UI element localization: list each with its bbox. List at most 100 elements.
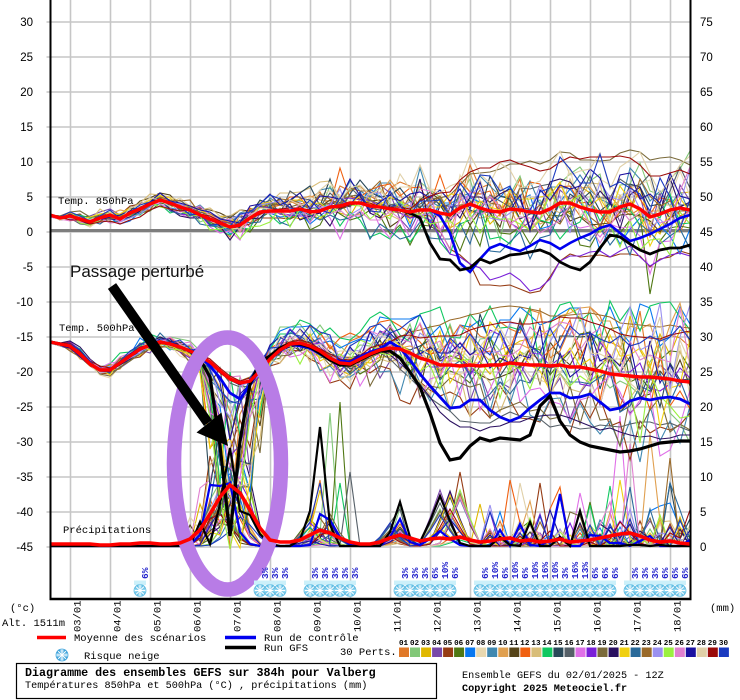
svg-text:-5: -5 [23,262,33,274]
svg-text:3%: 3% [340,567,351,579]
svg-text:40: 40 [700,262,713,274]
svg-text:16%: 16% [540,562,551,579]
svg-text:75: 75 [700,17,713,29]
svg-text:30: 30 [719,640,729,648]
svg-text:16/01: 16/01 [593,600,605,632]
svg-text:10%: 10% [550,562,561,579]
svg-text:5: 5 [700,507,706,519]
svg-text:07: 07 [465,640,475,648]
svg-text:3%: 3% [270,567,281,579]
svg-text:6%: 6% [670,567,681,579]
svg-text:11/01: 11/01 [393,600,405,632]
svg-text:03/01: 03/01 [73,600,85,632]
svg-text:Ensemble GEFS du 02/01/2025 -: Ensemble GEFS du 02/01/2025 - 12Z [462,670,664,682]
svg-text:24: 24 [653,640,663,648]
svg-text:21: 21 [620,640,630,648]
svg-text:04/01: 04/01 [113,600,125,632]
svg-text:6%: 6% [520,567,531,579]
svg-text:28: 28 [697,640,707,648]
svg-text:70: 70 [700,52,713,64]
svg-text:-15: -15 [16,332,33,344]
svg-text:35: 35 [700,297,713,309]
svg-text:13: 13 [531,640,541,648]
svg-text:16%: 16% [570,562,581,579]
svg-text:60: 60 [700,122,713,134]
svg-text:Copyright 2025 Meteociel.fr: Copyright 2025 Meteociel.fr [462,683,627,695]
svg-text:03: 03 [421,640,431,648]
svg-text:17/01: 17/01 [633,600,645,632]
svg-text:-25: -25 [16,402,33,414]
svg-text:6%: 6% [590,567,601,579]
svg-text:5: 5 [27,192,33,204]
svg-text:0: 0 [700,542,706,554]
svg-text:26: 26 [675,640,685,648]
svg-text:09: 09 [487,640,497,648]
svg-text:3%: 3% [280,567,291,579]
svg-text:02: 02 [410,640,420,648]
svg-text:25: 25 [664,640,674,648]
svg-text:Passage perturbé: Passage perturbé [70,262,204,281]
svg-text:17: 17 [576,640,586,648]
svg-text:-45: -45 [16,542,33,554]
svg-text:Temp. 850hPa: Temp. 850hPa [58,196,134,208]
svg-text:23: 23 [642,640,652,648]
svg-text:10: 10 [20,157,33,169]
svg-text:12: 12 [520,640,530,648]
svg-text:6%: 6% [430,567,441,579]
svg-text:15: 15 [700,437,713,449]
svg-text:30: 30 [700,332,713,344]
svg-text:50: 50 [700,192,713,204]
svg-text:16: 16 [565,640,575,648]
svg-text:22: 22 [631,640,641,648]
svg-text:-30: -30 [16,437,33,449]
svg-text:01: 01 [399,640,409,648]
svg-text:3%: 3% [320,567,331,579]
svg-text:-40: -40 [16,507,33,519]
svg-text:65: 65 [700,87,713,99]
svg-text:25: 25 [20,52,33,64]
svg-text:10/01: 10/01 [353,600,365,632]
svg-text:18: 18 [587,640,597,648]
svg-text:6%: 6% [660,567,671,579]
svg-text:10: 10 [700,472,713,484]
svg-text:14: 14 [542,640,552,648]
svg-text:0: 0 [27,227,33,239]
svg-text:10%: 10% [490,562,501,579]
svg-text:3%: 3% [400,567,411,579]
svg-text:45: 45 [700,227,713,239]
svg-text:09/01: 09/01 [313,600,325,632]
svg-text:30: 30 [20,17,33,29]
svg-text:6%: 6% [480,567,491,579]
svg-text:Températures 850hPa et 500hPa: Températures 850hPa et 500hPa (°C) , pré… [25,680,367,692]
svg-text:6%: 6% [680,567,691,579]
svg-text:08/01: 08/01 [273,600,285,632]
svg-text:15: 15 [553,640,563,648]
svg-text:20: 20 [700,402,713,414]
svg-text:13%: 13% [580,562,591,579]
svg-text:Temp. 500hPa: Temp. 500hPa [59,323,135,335]
svg-text:3%: 3% [650,567,661,579]
svg-text:3%: 3% [260,567,271,579]
svg-text:-35: -35 [16,472,33,484]
svg-text:06/01: 06/01 [193,600,205,632]
svg-text:08: 08 [476,640,486,648]
svg-text:Risque neige: Risque neige [84,651,160,663]
svg-text:05/01: 05/01 [153,600,165,632]
svg-text:27: 27 [686,640,696,648]
svg-text:18/01: 18/01 [673,600,685,632]
svg-text:3%: 3% [310,567,321,579]
svg-text:3%: 3% [420,567,431,579]
svg-text:6%: 6% [500,567,511,579]
svg-text:07/01: 07/01 [233,600,245,632]
svg-text:15: 15 [20,122,33,134]
svg-text:-10: -10 [16,297,33,309]
svg-text:14/01: 14/01 [513,600,525,632]
svg-text:-20: -20 [16,367,33,379]
svg-text:20: 20 [20,87,33,99]
svg-text:Diagramme des ensembles GEFS s: Diagramme des ensembles GEFS sur 384h po… [25,666,376,680]
svg-text:3%: 3% [560,567,571,579]
svg-text:6%: 6% [450,567,461,579]
svg-text:12/01: 12/01 [433,600,445,632]
svg-text:Précipitations: Précipitations [63,525,151,537]
svg-text:04: 04 [432,640,442,648]
